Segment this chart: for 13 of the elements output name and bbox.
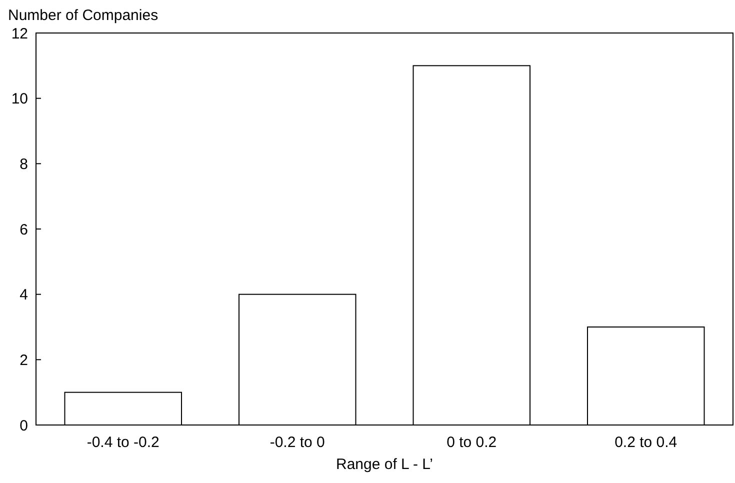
y-tick-label: 6: [20, 221, 28, 238]
x-axis-title: Range of L - L’: [336, 456, 434, 473]
y-axis-title: Number of Companies: [8, 7, 158, 24]
y-tick-label: 8: [20, 156, 28, 173]
x-tick-label: -0.2 to 0: [270, 434, 325, 451]
x-tick-label: 0.2 to 0.4: [614, 434, 678, 451]
y-tick-label: 12: [11, 25, 28, 42]
x-tick-label: -0.4 to -0.2: [86, 434, 160, 451]
x-tick-label: 0 to 0.2: [446, 434, 497, 451]
y-tick-label: 2: [20, 352, 28, 369]
y-tick-label: 4: [20, 286, 28, 304]
y-tick-label: 10: [11, 90, 28, 108]
y-tick-label: 0: [20, 417, 28, 434]
